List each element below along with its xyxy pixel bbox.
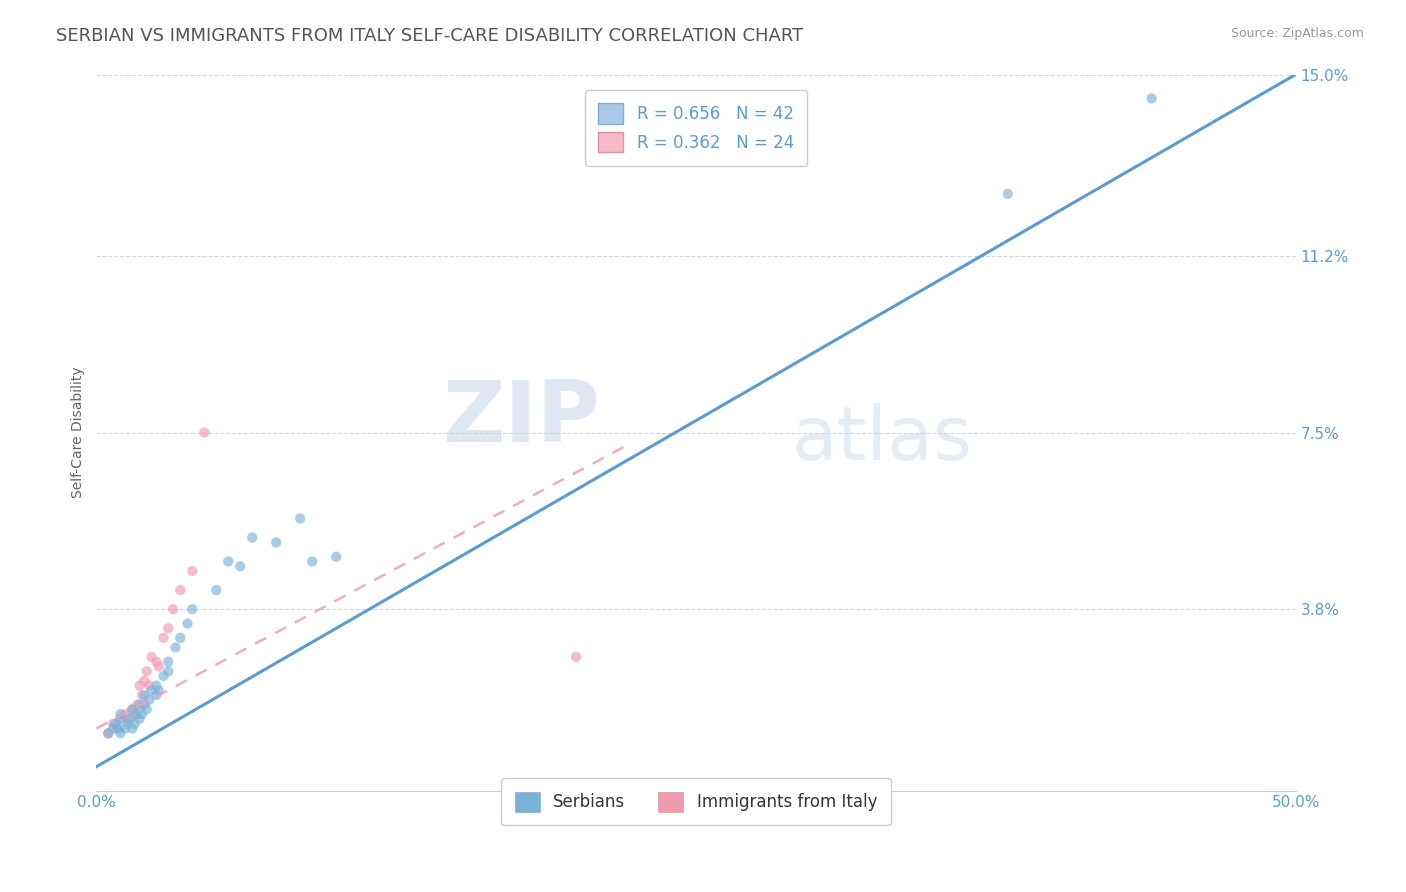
Text: Source: ZipAtlas.com: Source: ZipAtlas.com	[1230, 27, 1364, 40]
Point	[148, 683, 170, 698]
Point	[117, 716, 139, 731]
Point	[152, 631, 174, 645]
Point	[181, 602, 204, 616]
Point	[101, 722, 124, 736]
Point	[114, 722, 136, 736]
Point	[165, 640, 187, 655]
Point	[134, 673, 156, 688]
Point	[134, 688, 156, 702]
Point	[104, 716, 127, 731]
Point	[135, 665, 157, 679]
Point	[325, 549, 347, 564]
Point	[121, 702, 143, 716]
Point	[97, 726, 120, 740]
Point	[97, 726, 120, 740]
Point	[145, 679, 167, 693]
Point	[181, 564, 204, 578]
Point	[565, 649, 588, 664]
Point	[193, 425, 215, 440]
Point	[138, 693, 160, 707]
Point	[135, 702, 157, 716]
Point	[128, 698, 150, 712]
Point	[134, 698, 156, 712]
Point	[138, 679, 160, 693]
Point	[141, 683, 163, 698]
Text: atlas: atlas	[792, 403, 973, 476]
Point	[121, 702, 143, 716]
Point	[205, 583, 228, 598]
Text: ZIP: ZIP	[443, 376, 600, 459]
Point	[107, 722, 129, 736]
Point	[145, 688, 167, 702]
Point	[127, 698, 149, 712]
Point	[127, 707, 149, 722]
Point	[162, 602, 184, 616]
Y-axis label: Self-Care Disability: Self-Care Disability	[72, 367, 86, 499]
Point	[114, 707, 136, 722]
Point	[264, 535, 287, 549]
Point	[1140, 91, 1163, 105]
Point	[141, 649, 163, 664]
Point	[110, 707, 132, 722]
Point	[118, 712, 141, 726]
Point	[301, 554, 323, 568]
Point	[110, 712, 132, 726]
Point	[101, 716, 124, 731]
Point	[229, 559, 252, 574]
Point	[997, 186, 1019, 201]
Text: SERBIAN VS IMMIGRANTS FROM ITALY SELF-CARE DISABILITY CORRELATION CHART: SERBIAN VS IMMIGRANTS FROM ITALY SELF-CA…	[56, 27, 803, 45]
Point	[124, 707, 146, 722]
Point	[128, 679, 150, 693]
Point	[110, 726, 132, 740]
Point	[117, 712, 139, 726]
Point	[217, 554, 239, 568]
Point	[169, 583, 191, 598]
Point	[169, 631, 191, 645]
Point	[124, 716, 146, 731]
Point	[128, 712, 150, 726]
Point	[148, 659, 170, 673]
Point	[145, 655, 167, 669]
Point	[107, 722, 129, 736]
Point	[176, 616, 198, 631]
Point	[121, 722, 143, 736]
Point	[157, 621, 180, 635]
Point	[131, 688, 153, 702]
Point	[110, 712, 132, 726]
Legend: Serbians, Immigrants from Italy: Serbians, Immigrants from Italy	[502, 778, 890, 825]
Point	[152, 669, 174, 683]
Point	[157, 665, 180, 679]
Point	[157, 655, 180, 669]
Point	[131, 707, 153, 722]
Point	[290, 511, 312, 525]
Point	[240, 531, 263, 545]
